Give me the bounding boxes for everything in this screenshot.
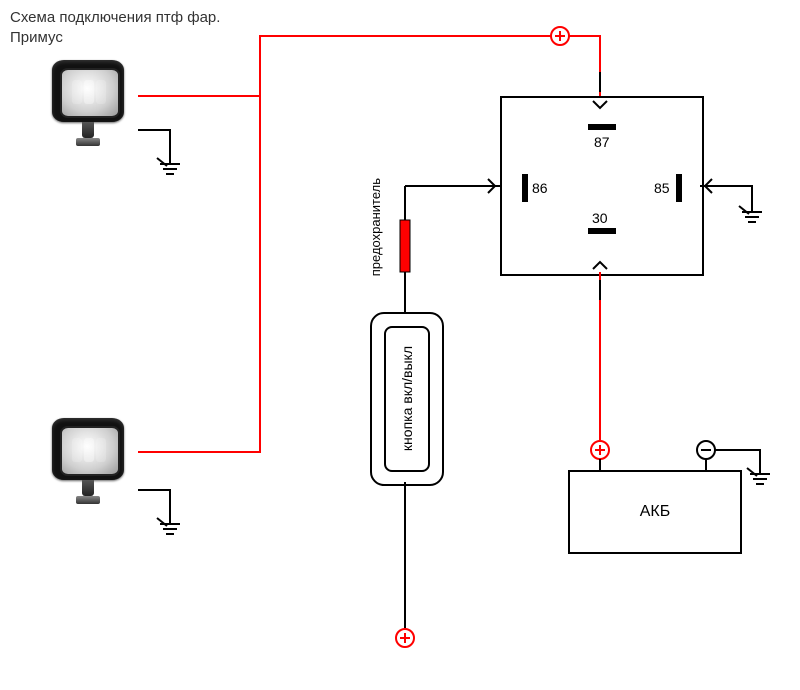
plus-icon [551,27,569,45]
wire-power-to-relay87 [569,36,600,96]
ground-icon [157,152,180,174]
wire-lamp1-gnd [138,130,170,152]
minus-icon [697,441,715,459]
wire-power-branch [138,96,260,452]
wire-power-top [138,36,551,96]
wire-lamp2-gnd [138,490,170,512]
plus-icon [396,629,414,647]
ground-icon [739,200,762,222]
fuse [400,220,410,272]
plus-icon [591,441,609,459]
ground-icon [157,512,180,534]
diagram-canvas: Схема подключения птф фар. Примус 87 86 … [0,0,800,690]
ground-icon [747,462,770,484]
wire-batt-gnd [715,450,760,462]
wiring-layer [0,0,800,690]
